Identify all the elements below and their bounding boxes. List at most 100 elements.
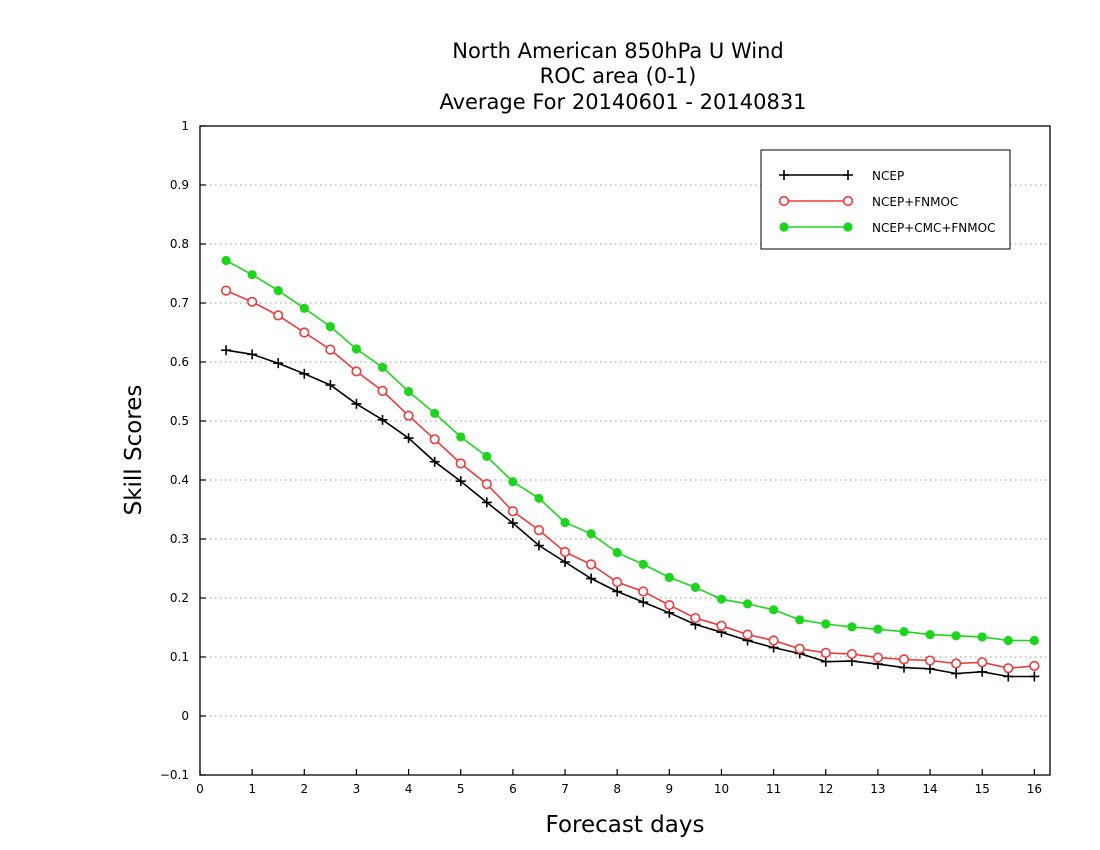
data-point-ncep-fnmoc	[1003, 663, 1014, 674]
data-point-ncep-cmc-fnmoc	[508, 477, 518, 487]
x-tick-label: 4	[405, 782, 413, 796]
legend-label-ncep-fnmoc: NCEP+FNMOC	[872, 195, 958, 209]
data-point-ncep-fnmoc	[533, 525, 545, 536]
data-point-ncep-cmc-fnmoc	[821, 619, 831, 629]
data-point-ncep-cmc-fnmoc	[430, 408, 440, 418]
data-point-ncep-cmc-fnmoc	[482, 451, 492, 461]
series-line-ncep	[225, 349, 1035, 678]
legend-marker-ncep-left	[779, 170, 789, 180]
data-point-ncep	[221, 345, 232, 356]
x-tick-label: 15	[975, 782, 990, 796]
data-point-ncep-fnmoc	[507, 506, 518, 517]
data-point-ncep-fnmoc	[664, 599, 675, 611]
x-tick-label: 7	[561, 782, 569, 796]
x-tick-labels: 0 1 2 3 4 5 6 7 8 9 10 11 12 13 14 15 16	[196, 782, 1042, 796]
plot-frame	[199, 125, 1051, 776]
data-point-ncep-fnmoc	[742, 629, 753, 640]
data-point-ncep-cmc-fnmoc	[847, 622, 857, 632]
y-tick-labels: −0.1 0 0.1 0.2 0.3 0.4 0.5 0.6 0.7 0.8 0.9 1	[160, 119, 189, 782]
data-point-ncep-fnmoc	[794, 643, 805, 654]
legend-box	[760, 149, 1011, 250]
y-tick-label: 0.6	[170, 355, 189, 369]
data-point-ncep	[455, 476, 466, 487]
x-tick-label: 5	[457, 782, 465, 796]
y-tick-label: 0.8	[170, 237, 189, 251]
x-tick-label: 16	[1027, 782, 1042, 796]
data-point-ncep	[638, 597, 649, 608]
x-tick-label: 9	[666, 782, 674, 796]
data-point-ncep-fnmoc	[951, 658, 962, 669]
data-point-ncep	[481, 497, 492, 508]
data-point-ncep-cmc-fnmoc	[403, 386, 414, 397]
data-point-ncep-fnmoc	[299, 327, 310, 338]
series-line-ncep-cmc-fnmoc	[225, 259, 1035, 642]
series-ncep	[221, 345, 1040, 682]
data-point-ncep	[377, 414, 388, 425]
data-point-ncep-fnmoc	[690, 612, 701, 624]
data-point-ncep-cmc-fnmoc	[221, 255, 231, 266]
x-tick-label: 1	[248, 782, 256, 796]
data-point-ncep-fnmoc	[898, 654, 910, 665]
data-point-ncep	[507, 518, 518, 529]
data-point-ncep-fnmoc	[455, 458, 466, 469]
data-point-ncep-cmc-fnmoc	[1029, 635, 1039, 646]
x-axis-label: Forecast days	[546, 812, 705, 838]
series-line-ncep-fnmoc	[225, 289, 1035, 670]
x-tick-label: 14	[922, 782, 937, 796]
legend-marker-ncep-cmc-fnmoc-left	[779, 222, 789, 232]
legend-marker-ncep-right	[843, 170, 853, 180]
data-point-ncep-fnmoc	[247, 296, 258, 307]
data-point-ncep-cmc-fnmoc	[377, 362, 388, 372]
data-point-ncep-fnmoc	[559, 546, 571, 558]
data-point-ncep	[273, 358, 284, 369]
data-point-ncep-cmc-fnmoc	[769, 605, 779, 615]
data-point-ncep-fnmoc	[429, 434, 440, 445]
data-point-ncep-cmc-fnmoc	[534, 493, 544, 503]
data-point-ncep	[325, 380, 336, 391]
series-ncep-cmc-fnmoc	[221, 255, 1039, 646]
data-point-ncep-cmc-fnmoc	[716, 594, 727, 604]
data-point-ncep-fnmoc	[716, 620, 727, 631]
chart-title: North American 850hPa U Wind ROC area (0…	[439, 39, 806, 114]
series-ncep-fnmoc	[220, 285, 1040, 674]
data-point-ncep-fnmoc	[273, 310, 284, 321]
data-point-ncep	[612, 586, 623, 597]
legend-marker-ncep-fnmoc-right	[842, 195, 854, 207]
y-tick-label: 0.5	[170, 414, 189, 428]
data-point-ncep	[951, 668, 962, 679]
legend: NCEP NCEP+FNMOC NCEP+CMC+FNMOC	[760, 149, 1011, 250]
data-point-ncep-cmc-fnmoc	[1003, 635, 1013, 646]
data-point-ncep-fnmoc	[481, 479, 492, 490]
data-point-ncep-fnmoc	[377, 385, 388, 397]
data-point-ncep-cmc-fnmoc	[664, 572, 674, 582]
data-point-ncep-fnmoc	[846, 648, 857, 660]
data-point-ncep-cmc-fnmoc	[273, 286, 283, 296]
data-point-ncep-fnmoc	[768, 635, 779, 646]
data-point-ncep-cmc-fnmoc	[690, 582, 700, 592]
data-point-ncep-cmc-fnmoc	[325, 322, 335, 332]
data-point-ncep-fnmoc	[351, 366, 362, 377]
data-point-ncep	[586, 573, 597, 584]
data-point-ncep	[820, 656, 831, 667]
chart-title-line-1: North American 850hPa U Wind	[452, 39, 784, 63]
data-point-ncep-cmc-fnmoc	[247, 270, 257, 280]
y-tick-label: 0.1	[170, 650, 189, 664]
data-point-ncep-cmc-fnmoc	[899, 627, 909, 637]
x-tick-label: 3	[353, 782, 361, 796]
data-point-ncep-fnmoc	[924, 655, 936, 666]
y-tick-label: 0.4	[170, 473, 189, 487]
data-point-ncep-cmc-fnmoc	[299, 303, 309, 313]
y-tick-label: 0.9	[170, 178, 189, 192]
data-point-ncep	[247, 349, 258, 360]
data-point-ncep-cmc-fnmoc	[977, 632, 987, 642]
data-point-ncep-cmc-fnmoc	[586, 529, 596, 539]
data-point-ncep-cmc-fnmoc	[612, 547, 622, 558]
data-point-ncep-fnmoc	[612, 576, 623, 588]
chart-title-line-2: ROC area (0-1)	[540, 64, 697, 88]
x-tick-label: 6	[509, 782, 517, 796]
legend-marker-ncep-fnmoc-left	[778, 195, 790, 207]
data-point-ncep-cmc-fnmoc	[951, 631, 961, 641]
axis-ticks	[199, 125, 1035, 776]
y-tick-label: 0	[181, 709, 189, 723]
